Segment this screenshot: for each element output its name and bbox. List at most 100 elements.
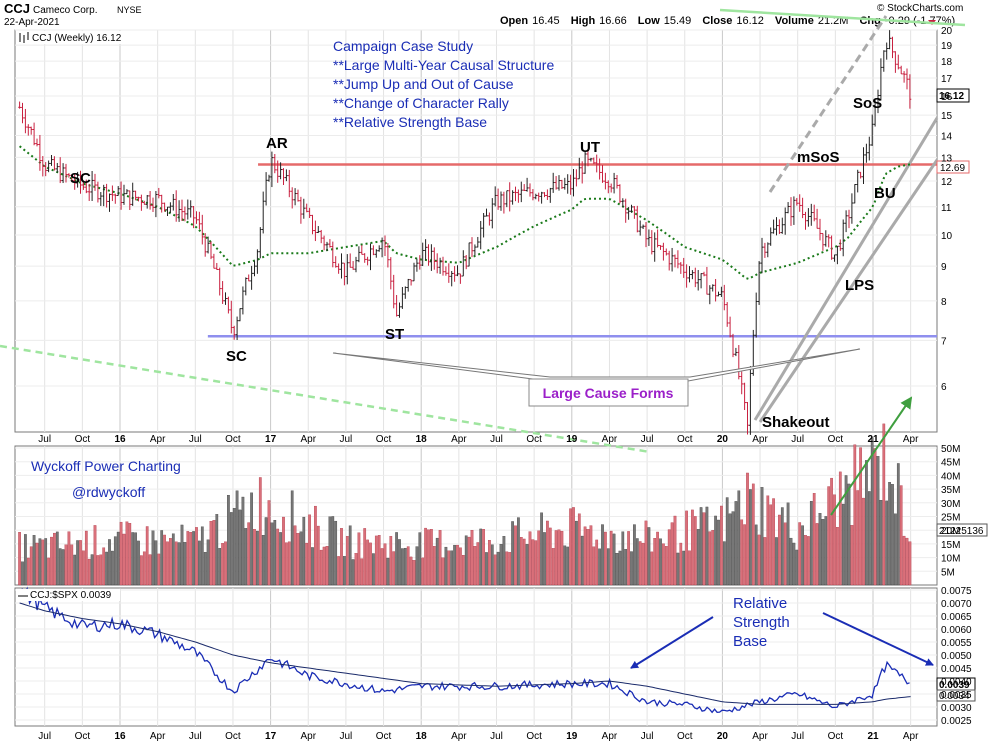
volume-tick-label: 50M xyxy=(941,444,960,455)
rs-tick-label: 0.0045 xyxy=(941,664,972,675)
volume-bar xyxy=(595,539,599,586)
volume-bar xyxy=(691,509,694,586)
x-tick-label: Jul xyxy=(189,434,202,445)
power-charting-label: Wyckoff Power Charting xyxy=(31,458,181,474)
volume-bar xyxy=(783,522,787,586)
volume-bar xyxy=(140,555,143,586)
volume-bar xyxy=(189,532,193,586)
volume-bar xyxy=(746,472,749,586)
x-tick-label: Apr xyxy=(300,434,316,445)
volume-bar xyxy=(363,528,367,586)
handle-label: @rdwyckoff xyxy=(72,484,145,500)
volume-bar xyxy=(731,511,735,586)
volume-bar xyxy=(650,551,654,586)
volume-bar xyxy=(537,530,541,586)
volume-bar xyxy=(247,522,251,586)
volume-bar xyxy=(418,532,422,586)
case-study-line-1: Campaign Case Study xyxy=(333,38,473,54)
volume-bar xyxy=(598,548,601,586)
volume-bar xyxy=(792,542,796,586)
volume-bar xyxy=(601,524,604,586)
rs-tick-label: 0.0055 xyxy=(941,638,972,649)
label-ar: AR xyxy=(266,135,288,152)
volume-bar xyxy=(311,547,314,586)
volume-bar xyxy=(867,491,871,586)
x-tick-label: 18 xyxy=(416,731,428,742)
volume-bar xyxy=(621,531,625,586)
x-tick-label: Oct xyxy=(677,434,693,445)
volume-bar xyxy=(815,523,819,586)
x-tick-label: Apr xyxy=(602,731,618,742)
volume-bar xyxy=(812,493,816,586)
volume-bar xyxy=(749,489,752,586)
volume-bar xyxy=(894,513,897,586)
volume-bar xyxy=(195,527,198,586)
price-series xyxy=(0,8,966,454)
volume-bar xyxy=(372,553,375,586)
volume-bar xyxy=(453,544,456,586)
volume-bar xyxy=(577,513,581,586)
volume-bar xyxy=(215,514,219,586)
volume-bar xyxy=(163,534,166,586)
volume-tick-label: 25M xyxy=(941,513,960,524)
volume-bar xyxy=(566,546,570,586)
x-tick-label: Apr xyxy=(903,731,919,742)
price-tick-label: 15 xyxy=(941,111,953,122)
volume-bar xyxy=(174,541,178,586)
volume-bar xyxy=(331,516,335,586)
volume-tick-label: 30M xyxy=(941,499,960,510)
volume-bar xyxy=(29,546,33,586)
volume-bar xyxy=(67,531,71,586)
volume-bar xyxy=(116,531,120,586)
volume-bar xyxy=(905,537,909,586)
volume-bar xyxy=(250,492,253,586)
volume-bar xyxy=(888,482,891,586)
x-tick-label: 21 xyxy=(867,731,879,742)
volume-bar xyxy=(93,525,97,586)
volume-bar xyxy=(467,536,471,586)
volume-bar xyxy=(479,528,483,586)
x-tick-label: 19 xyxy=(566,434,578,445)
volume-bar xyxy=(525,544,529,586)
volume-bar xyxy=(183,542,187,586)
price-legend-box xyxy=(16,31,134,44)
volume-bar xyxy=(795,549,799,586)
volume-bar xyxy=(395,532,398,586)
volume-bar xyxy=(290,490,294,586)
volume-bar xyxy=(345,536,349,586)
volume-bar xyxy=(343,556,346,586)
x-tick-label: 16 xyxy=(114,731,126,742)
volume-bar xyxy=(807,536,810,586)
volume-bar xyxy=(543,532,546,586)
ticker-symbol: CCJ xyxy=(4,1,30,16)
volume-bar xyxy=(551,548,555,586)
volume-bar xyxy=(896,463,900,586)
price-tick-label: 11 xyxy=(941,203,952,214)
volume-bar xyxy=(885,500,889,586)
rs-arrow-right xyxy=(822,612,934,666)
rs-moving-average xyxy=(19,602,911,705)
volume-bar xyxy=(244,528,248,586)
x-tick-label: 18 xyxy=(416,434,428,445)
x-tick-label: Apr xyxy=(451,434,467,445)
volume-bar xyxy=(725,497,729,586)
volume-bar xyxy=(212,520,216,586)
volume-bar xyxy=(224,541,227,586)
volume-bar xyxy=(699,507,703,586)
price-tick-label: 7 xyxy=(941,336,947,347)
volume-bar xyxy=(630,551,633,586)
volume-bar xyxy=(728,513,732,586)
volume-bar xyxy=(772,498,775,586)
volume-bar xyxy=(482,529,485,586)
volume-bar xyxy=(641,542,645,586)
lower-channel-line xyxy=(758,159,939,423)
rs-series xyxy=(19,586,911,714)
volume-bar xyxy=(308,514,311,586)
volume-bar xyxy=(328,516,332,586)
exchange-label: NYSE xyxy=(117,5,142,15)
volume-bar xyxy=(401,548,404,586)
label-ut: UT xyxy=(580,139,600,156)
volume-bar xyxy=(722,541,726,586)
label-st: ST xyxy=(385,326,404,343)
volume-bar xyxy=(496,551,500,586)
